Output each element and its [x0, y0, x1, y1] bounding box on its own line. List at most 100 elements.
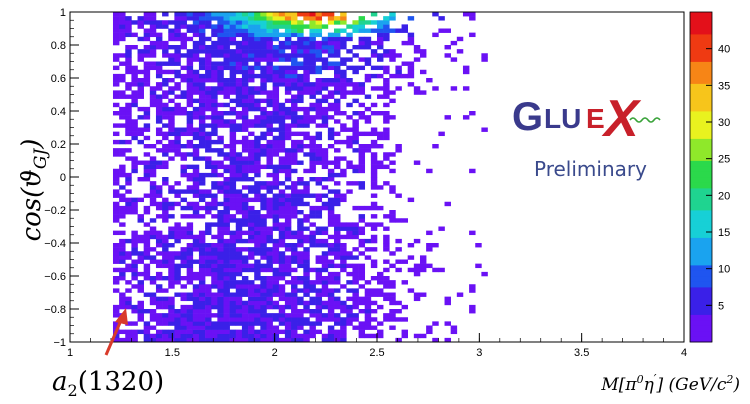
heatmap-cell	[198, 238, 206, 244]
heatmap-cell	[266, 164, 273, 170]
heatmap-cell	[174, 139, 181, 145]
heatmap-cell	[223, 123, 230, 128]
heatmap-cell	[352, 222, 359, 227]
heatmap-cell	[272, 20, 280, 25]
heatmap-cell	[370, 333, 378, 339]
heatmap-cell	[241, 106, 249, 112]
heatmap-cell	[241, 276, 249, 281]
heatmap-cell	[131, 251, 138, 256]
heatmap-cell	[205, 61, 212, 66]
heatmap-cell	[364, 304, 372, 310]
heatmap-cell	[469, 284, 476, 289]
heatmap-cell	[143, 222, 151, 227]
heatmap-cell	[168, 243, 175, 248]
heatmap-cell	[346, 321, 353, 326]
heatmap-cell	[223, 102, 230, 108]
heatmap-cell	[155, 102, 163, 108]
heatmap-cell	[278, 317, 286, 322]
heatmap-cell	[456, 49, 464, 54]
heatmap-cell	[389, 292, 396, 297]
heatmap-cell	[205, 255, 212, 260]
heatmap-cell	[229, 255, 237, 260]
heatmap-cell	[254, 234, 261, 240]
heatmap-cell	[278, 259, 286, 264]
heatmap-cell	[241, 16, 249, 21]
heatmap-cell	[315, 280, 323, 285]
heatmap-cell	[205, 73, 212, 79]
heatmap-cell	[327, 222, 335, 227]
heatmap-cell	[248, 164, 255, 170]
heatmap-cell	[211, 102, 218, 108]
x-tick-label: 3.5	[574, 347, 589, 359]
heatmap-cell	[198, 131, 206, 137]
heatmap-cell	[284, 24, 292, 29]
heatmap-cell	[162, 123, 169, 128]
heatmap-cell	[303, 214, 310, 219]
heatmap-cell	[235, 45, 243, 50]
heatmap-cell	[309, 164, 316, 170]
heatmap-cell	[125, 156, 132, 161]
heatmap-cell	[297, 226, 304, 231]
heatmap-cell	[481, 53, 488, 58]
heatmap-cell	[370, 144, 378, 149]
heatmap-cell	[198, 276, 206, 281]
heatmap-cell	[340, 168, 347, 174]
heatmap-cell	[143, 69, 151, 75]
heatmap-cell	[352, 53, 359, 58]
heatmap-cell	[174, 280, 181, 285]
heatmap-cell	[180, 168, 187, 174]
heatmap-cell	[241, 292, 249, 297]
heatmap-cell	[125, 86, 132, 91]
heatmap-cell	[211, 300, 218, 306]
heatmap-cell	[125, 28, 132, 33]
heatmap-cell	[174, 69, 181, 75]
heatmap-cell	[162, 90, 169, 95]
heatmap-cell	[297, 201, 304, 207]
heatmap-cell	[125, 20, 132, 25]
heatmap-cell	[284, 247, 292, 252]
heatmap-cell	[168, 317, 175, 322]
heatmap-cell	[364, 288, 372, 293]
heatmap-cell	[248, 280, 255, 285]
heatmap-cell	[217, 218, 224, 223]
heatmap-cell	[119, 20, 126, 25]
heatmap-cell	[370, 160, 378, 165]
heatmap-cell	[358, 181, 366, 186]
heatmap-cell	[321, 160, 329, 165]
heatmap-cell	[229, 36, 237, 42]
heatmap-cell	[217, 234, 224, 240]
heatmap-cell	[254, 214, 261, 219]
heatmap-cell	[370, 317, 378, 322]
heatmap-cell	[346, 230, 353, 236]
heatmap-cell	[377, 280, 384, 285]
heatmap-cell	[444, 201, 451, 207]
heatmap-cell	[241, 193, 249, 198]
heatmap-cell	[370, 28, 378, 33]
heatmap-cell	[291, 317, 298, 322]
heatmap-cell	[364, 131, 372, 137]
heatmap-cell	[370, 172, 378, 178]
heatmap-cell	[186, 69, 194, 75]
heatmap-cell	[272, 201, 280, 207]
heatmap-cell	[272, 243, 280, 248]
heatmap-cell	[358, 20, 366, 25]
heatmap-cell	[168, 57, 175, 62]
heatmap-cell	[395, 86, 402, 91]
heatmap-cell	[125, 148, 132, 153]
heatmap-cell	[284, 73, 292, 79]
heatmap-cell	[303, 226, 310, 231]
heatmap-cell	[426, 168, 433, 174]
heatmap-cell	[278, 337, 286, 343]
heatmap-cell	[291, 333, 298, 339]
heatmap-cell	[174, 73, 181, 79]
heatmap-cell	[241, 20, 249, 25]
heatmap-cell	[260, 86, 267, 91]
heatmap-cell	[174, 148, 181, 153]
heatmap-cell	[291, 247, 298, 252]
heatmap-cell	[346, 296, 353, 302]
heatmap-cell	[383, 69, 390, 75]
heatmap-cell	[272, 304, 280, 310]
heatmap-cell	[125, 255, 132, 260]
heatmap-cell	[260, 90, 267, 95]
heatmap-cell	[137, 86, 144, 91]
